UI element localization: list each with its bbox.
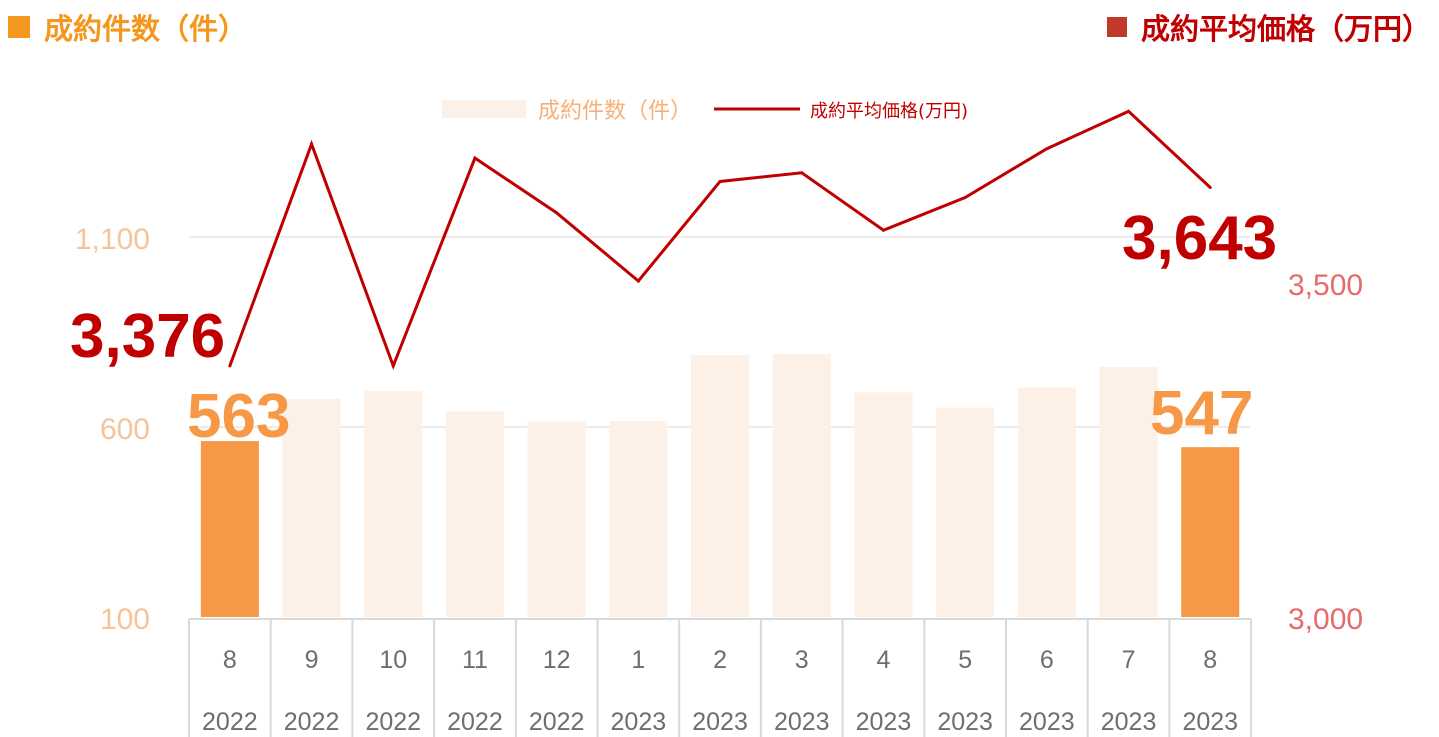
bar (772, 354, 831, 617)
month-label: 4 (876, 646, 890, 674)
price-point (391, 364, 395, 368)
first-count-label: 563 (187, 382, 290, 451)
left-legend-square-icon (8, 16, 30, 38)
year-label: 2022 (529, 708, 585, 736)
month-label: 3 (795, 646, 809, 674)
bar (936, 407, 995, 617)
price-point (718, 179, 722, 183)
bar (609, 420, 668, 617)
year-label: 2022 (202, 708, 258, 736)
left-axis-title: 成約件数（件） (8, 6, 247, 48)
price-line (228, 109, 1212, 371)
month-label: 8 (223, 646, 237, 674)
legend-bar-label: 成約件数（件） (538, 99, 692, 124)
month-label: 6 (1040, 646, 1054, 674)
price-point (1208, 185, 1212, 189)
month-label: 2 (713, 646, 727, 674)
month-label: 9 (305, 646, 319, 674)
year-label: 2022 (447, 708, 503, 736)
month-label: 1 (631, 646, 645, 674)
left-axis-tick: 1,100 (75, 223, 150, 256)
year-label: 2022 (365, 708, 421, 736)
legend-bar-swatch (442, 100, 526, 118)
right-axis-tick: 3,500 (1288, 269, 1363, 302)
bar (854, 392, 913, 617)
right-axis-title-text: 成約平均価格（万円） (1140, 12, 1431, 46)
last-price-label: 3,643 (1122, 204, 1277, 273)
left-axis-tick: 100 (100, 603, 150, 636)
bar (691, 355, 750, 617)
year-label: 2023 (1019, 708, 1075, 736)
right-axis-title: 成約平均価格（万円） (1106, 6, 1431, 48)
bar (527, 421, 586, 617)
year-label: 2022 (284, 708, 340, 736)
month-label: 7 (1122, 646, 1136, 674)
bar (282, 398, 341, 617)
month-label: 5 (958, 646, 972, 674)
month-label: 12 (543, 646, 571, 674)
first-price-label: 3,376 (70, 302, 225, 371)
price-point (1127, 109, 1131, 113)
right-legend-square-icon (1106, 17, 1127, 37)
year-label: 2023 (611, 708, 667, 736)
year-label: 2023 (774, 708, 830, 736)
last-count-label: 547 (1150, 379, 1253, 448)
month-label: 10 (379, 646, 407, 674)
bar (1181, 447, 1240, 617)
price-point (473, 156, 477, 160)
price-point (636, 279, 640, 283)
price-point (310, 142, 314, 146)
year-label: 2023 (692, 708, 748, 736)
bar (445, 411, 504, 617)
bar (364, 390, 423, 617)
year-label: 2023 (1182, 708, 1238, 736)
price-point (800, 171, 804, 175)
legend-line-label: 成約平均価格(万円) (810, 101, 968, 122)
price-point (555, 211, 559, 215)
bar (1099, 366, 1158, 617)
left-axis-title-text: 成約件数（件） (44, 12, 248, 46)
year-label: 2023 (937, 708, 993, 736)
month-label: 11 (462, 646, 488, 674)
year-label: 2023 (1101, 708, 1157, 736)
bar (1017, 387, 1076, 617)
bar (200, 441, 259, 617)
price-point (963, 195, 967, 199)
price-point (1045, 147, 1049, 151)
left-axis-tick: 600 (100, 413, 150, 446)
price-point (228, 364, 232, 368)
month-label: 8 (1203, 646, 1217, 674)
year-label: 2023 (856, 708, 912, 736)
right-axis-tick: 3,000 (1288, 603, 1363, 636)
price-point (881, 228, 885, 232)
